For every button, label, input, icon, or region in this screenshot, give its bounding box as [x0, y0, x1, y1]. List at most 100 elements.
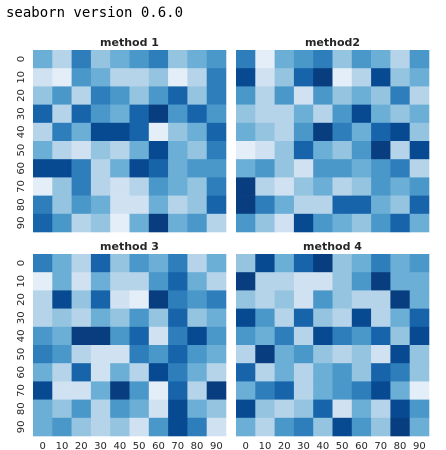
heatmap-cell [371, 399, 391, 419]
heatmap-cell [274, 326, 295, 346]
heatmap-cell [390, 417, 410, 437]
heatmap-cell [236, 122, 256, 142]
heatmap-cell [332, 381, 353, 400]
heatmap-cell [274, 290, 295, 309]
heatmap-cell [313, 177, 333, 196]
heatmap-cell [313, 290, 333, 309]
heatmap-cell [206, 345, 227, 364]
heatmap-cell [33, 308, 53, 328]
heatmap-cell [236, 381, 256, 400]
x-tick-label: 70 [171, 441, 184, 450]
heatmap-cell [187, 254, 207, 273]
heatmap-cell [236, 254, 256, 273]
heatmap-cell [313, 213, 333, 233]
heatmap-cell [409, 213, 430, 233]
heatmap-cell [390, 254, 410, 273]
heatmap-cell [71, 399, 92, 419]
heatmap-cell [255, 417, 275, 437]
heatmap-cell [255, 195, 275, 215]
heatmap-cell [71, 68, 92, 87]
heatmap-cell [390, 177, 410, 196]
heatmap-cell [52, 104, 72, 124]
heatmap-cell [371, 326, 391, 346]
heatmap-cell [390, 122, 410, 142]
heatmap-cell [168, 141, 188, 160]
heatmap-cell [409, 381, 430, 400]
x-tick-label: 90 [413, 441, 426, 450]
heatmap-cell [274, 50, 295, 69]
heatmap-cell [332, 177, 353, 196]
heatmap-cell [236, 177, 256, 196]
heatmap-cell [274, 254, 295, 273]
heatmap-cell [293, 417, 314, 437]
heatmap-cell [71, 345, 92, 364]
heatmap-cell [390, 326, 410, 346]
heatmap-cell [293, 122, 314, 142]
heatmap-cell [90, 308, 111, 328]
heatmap-cell [187, 363, 207, 382]
heatmap-cell [255, 363, 275, 382]
heatmap-cell [187, 213, 207, 233]
heatmap-cell [168, 68, 188, 87]
heatmap-cell [52, 399, 72, 419]
heatmap-cell [206, 417, 227, 437]
heatmap-cell [206, 363, 227, 382]
heatmap-cell [148, 213, 169, 233]
heatmap-cell [332, 141, 353, 160]
heatmap-cell [332, 213, 353, 233]
heatmap-cell [293, 104, 314, 124]
heatmap-cell [371, 272, 391, 291]
heatmap-cell [274, 399, 295, 419]
heatmap-cell [409, 326, 430, 346]
heatmap-cell [148, 104, 169, 124]
heatmap-cell [409, 363, 430, 382]
heatmap-cell [206, 122, 227, 142]
heatmap-cell [33, 326, 53, 346]
heatmap-cell [313, 159, 333, 178]
heatmap-cell [110, 86, 130, 105]
heatmap-cell [110, 399, 130, 419]
x-tick-label: 30 [297, 441, 310, 450]
heatmap-cell [274, 177, 295, 196]
heatmap-cell [390, 308, 410, 328]
y-tick-label: 70 [16, 180, 27, 193]
y-tick-label: 90 [16, 217, 27, 230]
heatmap-cell [255, 104, 275, 124]
heatmap-cell [33, 195, 53, 215]
heatmap-cell [409, 86, 430, 105]
heatmap-cell [313, 308, 333, 328]
heatmap-cell [371, 308, 391, 328]
heatmap-cell [52, 141, 72, 160]
heatmap-cell [390, 381, 410, 400]
heatmap-cell [206, 290, 227, 309]
heatmap-cell [33, 68, 53, 87]
heatmap-cell [71, 86, 92, 105]
x-tick-label: 70 [374, 441, 387, 450]
heatmap-cell [90, 363, 111, 382]
panel-title: method 4 [303, 240, 362, 253]
heatmap-cell [236, 213, 256, 233]
heatmap-cell [187, 141, 207, 160]
heatmap-cell [148, 195, 169, 215]
heatmap-cell [255, 122, 275, 142]
x-tick-label: 20 [75, 441, 88, 450]
heatmap-cell [409, 417, 430, 437]
heatmap-cell [409, 68, 430, 87]
heatmap-cell [255, 381, 275, 400]
heatmap-cell [236, 272, 256, 291]
heatmap-cell [71, 195, 92, 215]
heatmap-cell [71, 122, 92, 142]
x-tick-label: 60 [355, 441, 368, 450]
heatmap-cell [52, 272, 72, 291]
y-tick-label: 70 [16, 384, 27, 397]
heatmap-cell [187, 326, 207, 346]
heatmap-cell [390, 345, 410, 364]
heatmap-cell [129, 417, 150, 437]
panel-title: method 1 [100, 36, 159, 49]
heatmap-cell [33, 345, 53, 364]
heatmap-cell [236, 417, 256, 437]
heatmap-cell [129, 363, 150, 382]
heatmap-cell [110, 213, 130, 233]
heatmap-cell [313, 122, 333, 142]
